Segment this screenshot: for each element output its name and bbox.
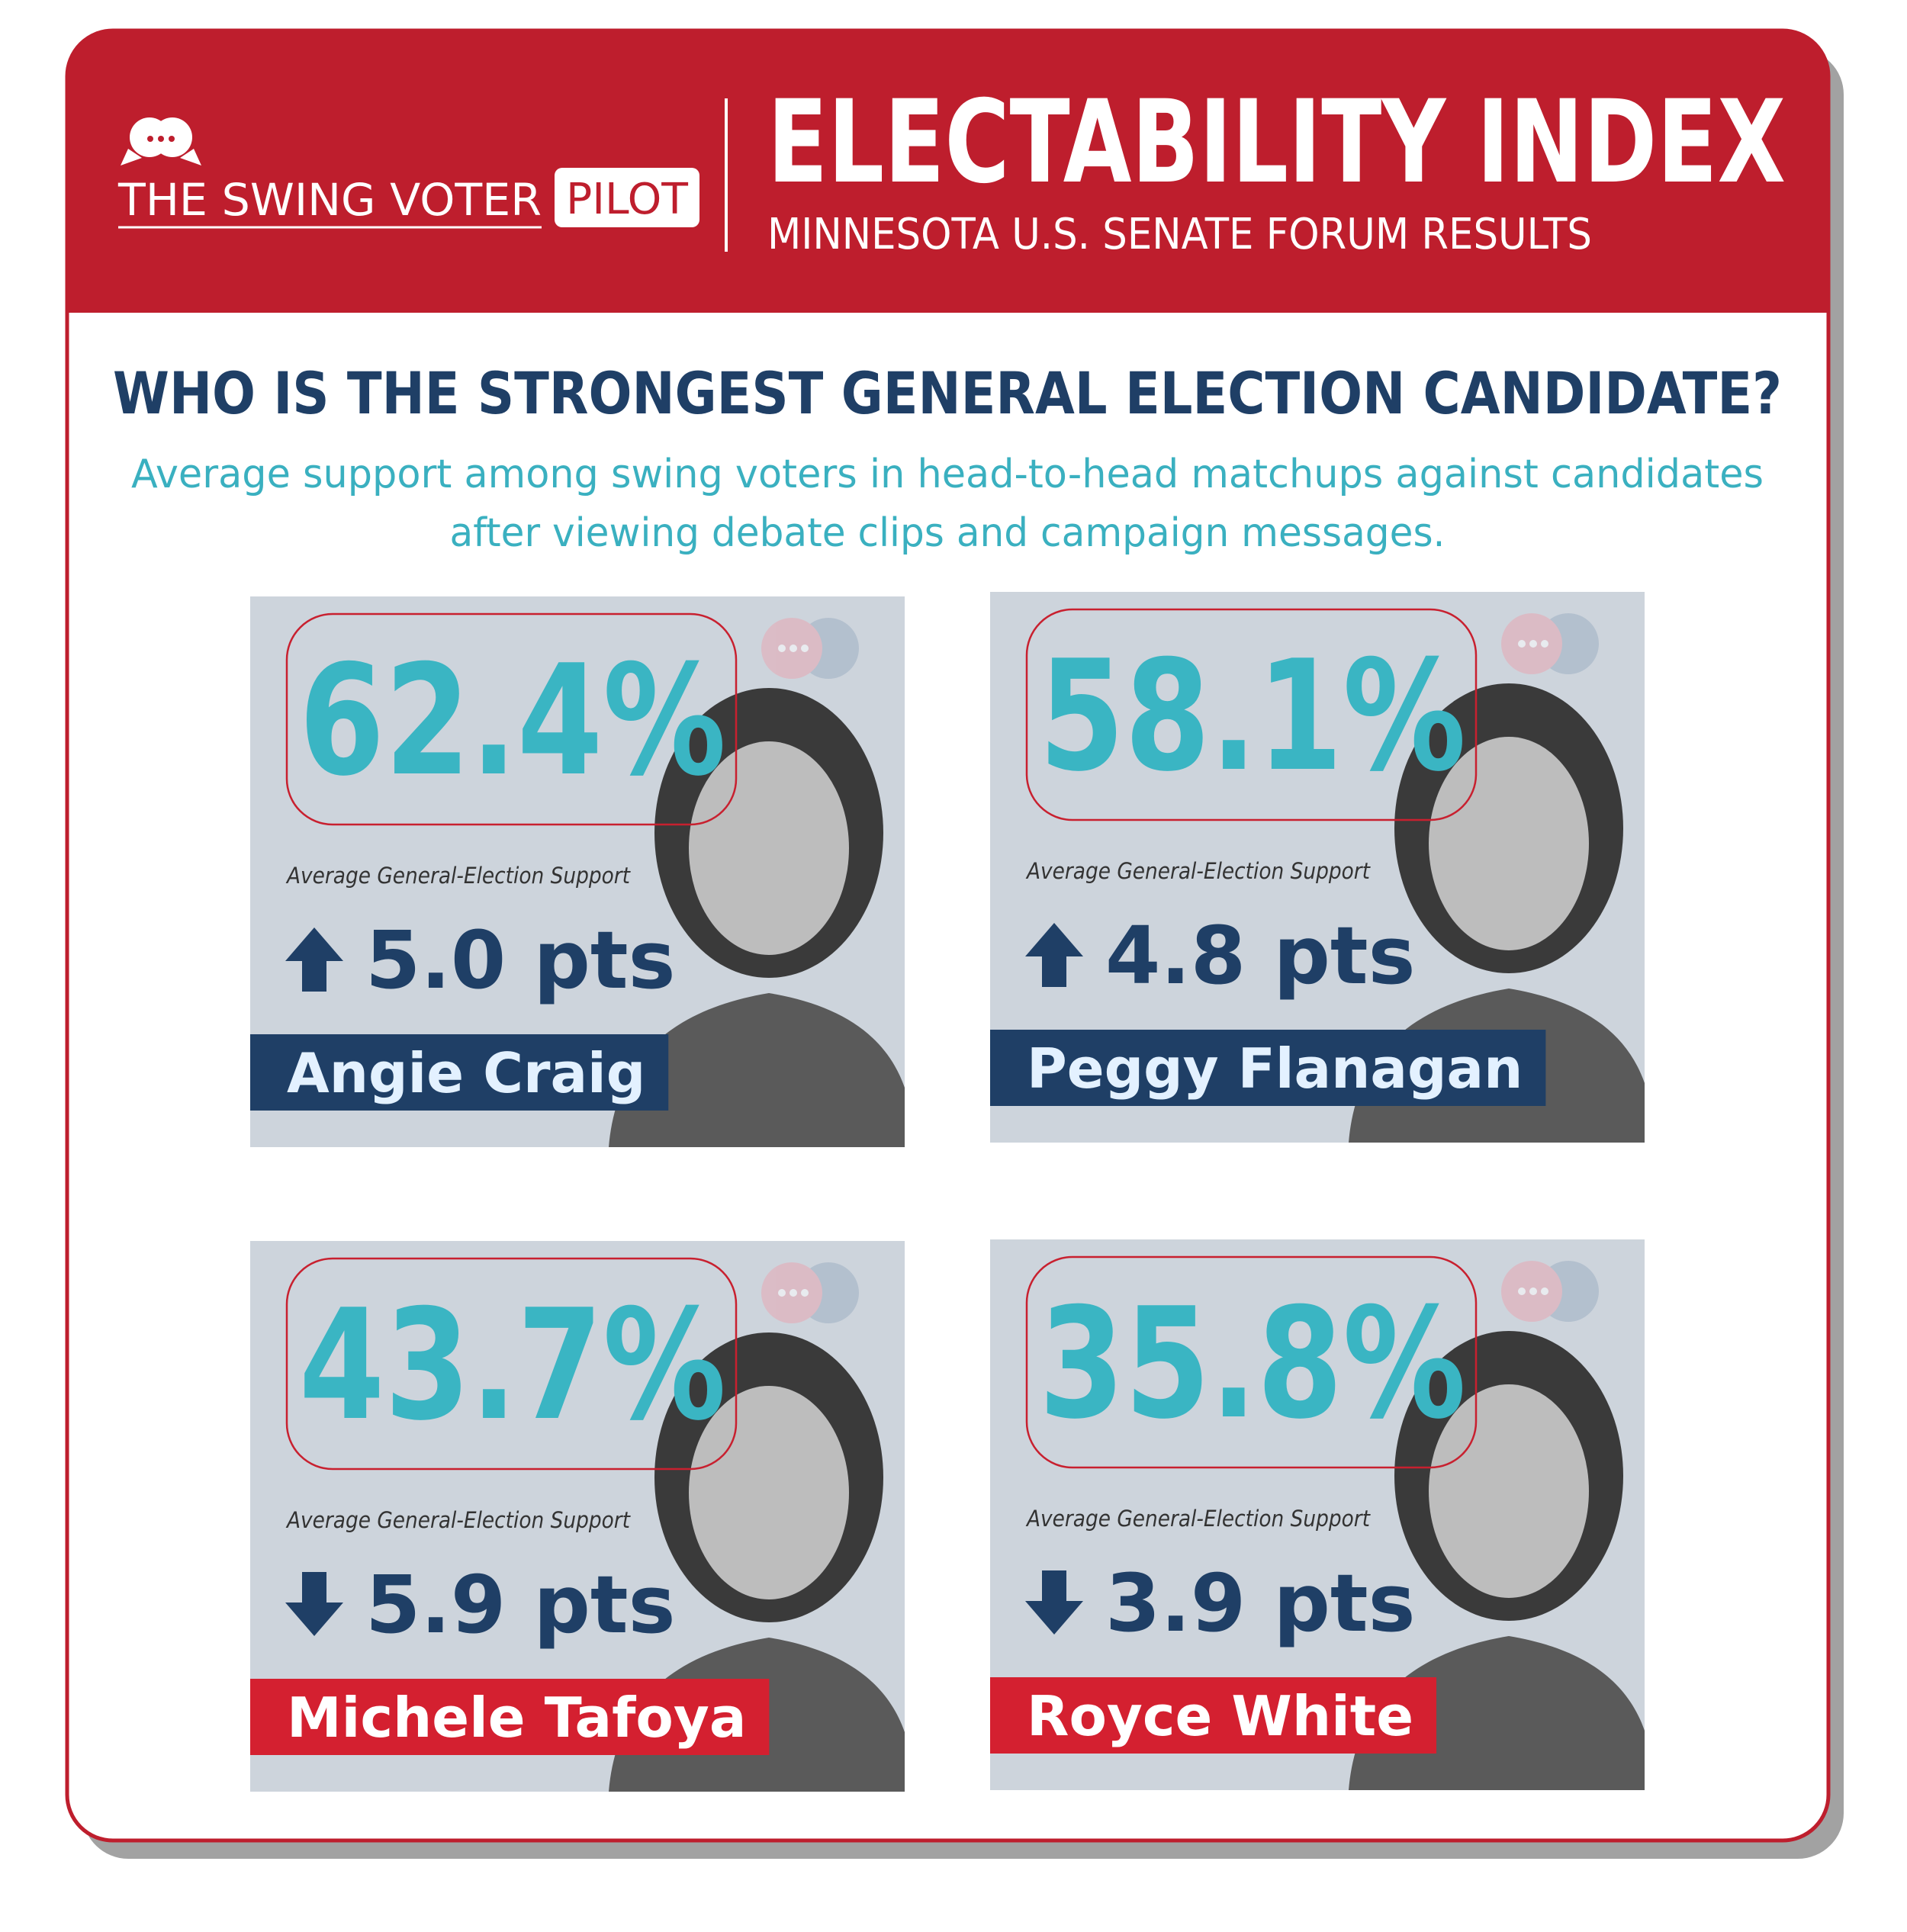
bubble-dot [789, 645, 797, 652]
change-arrow [1025, 1570, 1083, 1635]
name-box [990, 1677, 1437, 1754]
change-arrow [285, 927, 343, 992]
brand: THE SWING VOTER [117, 174, 542, 226]
support-label: Average General-Election Support [1025, 858, 1371, 884]
change-arrow [285, 1572, 343, 1636]
candidate-name: Peggy Flanagan [1027, 1037, 1523, 1101]
name-box [250, 1034, 669, 1111]
percent-box [285, 1257, 738, 1471]
change-arrow [1025, 923, 1083, 987]
change: 3.9 pts [1105, 1557, 1416, 1650]
chat-icon [1501, 613, 1599, 674]
photo-face [689, 741, 849, 955]
title: ELECTABILITY INDEX [767, 76, 1786, 209]
photo-face [1429, 1384, 1589, 1598]
percent-box [1025, 608, 1478, 821]
subtitle: MINNESOTA U.S. SENATE FORUM RESULTS [767, 210, 1592, 259]
question: WHO IS THE STRONGEST GENERAL ELECTION CA… [113, 359, 1782, 427]
candidate-name: Royce White [1027, 1684, 1413, 1748]
percent: 58.1% [1039, 628, 1466, 805]
description-line: Average support among swing voters in he… [131, 452, 1764, 497]
candidate-name: Michele Tafoya [287, 1686, 746, 1750]
bubble-dot [1529, 1287, 1537, 1295]
logo-icon [121, 117, 201, 166]
support-label: Average General-Election Support [285, 1507, 631, 1533]
bubble-dot [801, 645, 809, 652]
photo-face [689, 1386, 849, 1599]
percent-box [1025, 1255, 1478, 1469]
candidate-name: Angie Craig [287, 1041, 645, 1105]
change: 5.0 pts [365, 914, 676, 1007]
bubble-dot [801, 1289, 809, 1297]
candidate-card: 35.8% Average General-Election Support 3.9… [990, 1239, 1645, 1790]
bubble-dot [1518, 1287, 1526, 1295]
chat-icon [1501, 1261, 1599, 1322]
description-line: after viewing debate clips and campaign … [450, 510, 1446, 556]
photo-body [609, 993, 905, 1147]
candidate-card: 62.4% Average General-Election Support 5.0… [250, 596, 905, 1147]
bubble-dot [778, 1289, 786, 1297]
change: 4.8 pts [1105, 909, 1416, 1002]
bubble-dot [778, 645, 786, 652]
percent: 35.8% [1039, 1275, 1466, 1453]
change: 5.9 pts [365, 1558, 676, 1651]
bubble-dot [789, 1289, 797, 1297]
bubble-dot [1541, 1287, 1548, 1295]
candidate-card: 58.1% Average General-Election Support 4.8… [990, 592, 1645, 1143]
chat-icon [761, 1262, 859, 1323]
candidate-card: 43.7% Average General-Election Support 5.9… [250, 1241, 905, 1792]
name-box [250, 1679, 770, 1755]
percent: 62.4% [299, 632, 726, 810]
bubble-dot [1541, 640, 1548, 648]
bubble-dot [1529, 640, 1537, 648]
photo-face [1429, 737, 1589, 950]
percent-box [285, 612, 738, 826]
header-band [67, 31, 1828, 313]
candidate-photo [1349, 1331, 1645, 1790]
support-label: Average General-Election Support [1025, 1506, 1371, 1532]
percent: 43.7% [299, 1277, 726, 1455]
bubble-dot [1518, 640, 1526, 648]
brand-tag-box [555, 168, 699, 227]
candidate-photo [609, 688, 905, 1147]
brand-tag: PILOT [566, 175, 689, 224]
support-label: Average General-Election Support [285, 863, 631, 889]
name-box [990, 1030, 1546, 1106]
chat-icon [761, 618, 859, 679]
